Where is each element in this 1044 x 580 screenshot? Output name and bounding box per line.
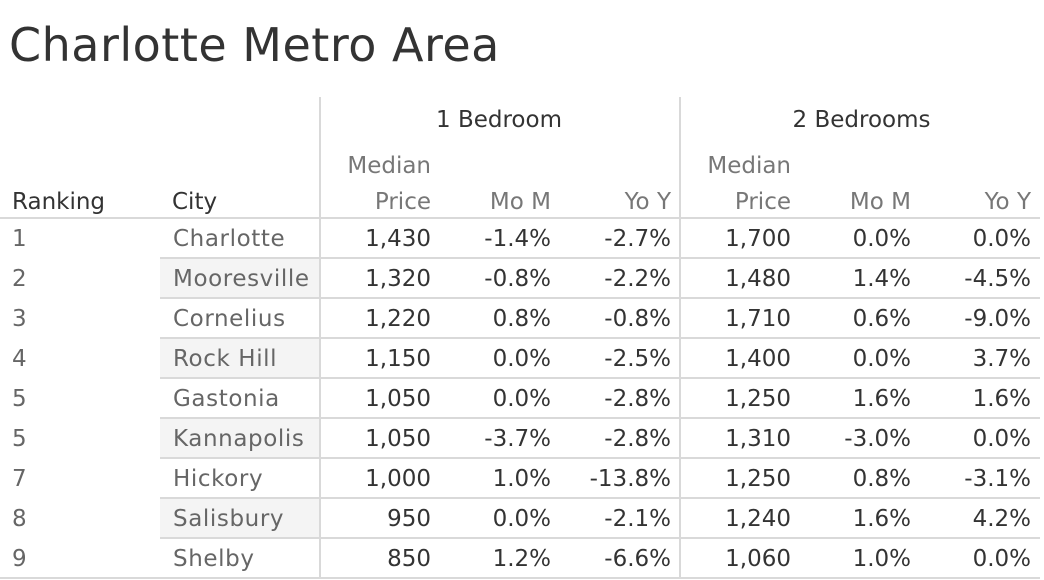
row-divider <box>160 257 1040 259</box>
value-cell-b1-yoy: -13.8% <box>589 466 671 492</box>
value-cell-b1-price: 950 <box>387 506 431 532</box>
header-city: City <box>172 189 218 215</box>
header-b1-price: Price <box>374 189 431 215</box>
value-cell-b2-yoy: 0.0% <box>972 226 1031 252</box>
value-cell-b2-price: 1,250 <box>725 386 791 412</box>
value-cell-b2-price: 1,310 <box>725 426 791 452</box>
value-cell-b2-mom: 0.0% <box>852 346 911 372</box>
value-cell-b1-yoy: -2.8% <box>604 426 671 452</box>
value-cell-b2-yoy: -3.1% <box>964 466 1031 492</box>
city-cell: Charlotte <box>173 226 286 252</box>
value-cell-b2-mom: 1.6% <box>852 506 911 532</box>
value-cell-b2-mom: 0.0% <box>852 226 911 252</box>
row-divider <box>160 417 1040 419</box>
city-cell: Cornelius <box>173 306 286 332</box>
value-cell-b1-price: 1,320 <box>365 266 431 292</box>
value-cell-b1-yoy: -6.6% <box>604 546 671 572</box>
value-cell-b2-price: 1,400 <box>725 346 791 372</box>
header-b2-price-line1: Median <box>707 153 791 179</box>
value-cell-b1-mom: 0.0% <box>492 346 551 372</box>
row-divider <box>160 457 1040 459</box>
value-cell-b2-price: 1,700 <box>725 226 791 252</box>
city-cell: Salisbury <box>173 506 285 532</box>
value-cell-b1-price: 1,050 <box>365 426 431 452</box>
value-cell-b1-price: 1,000 <box>365 466 431 492</box>
value-cell-b1-mom: 0.8% <box>492 306 551 332</box>
value-cell-b2-mom: -3.0% <box>844 426 911 452</box>
city-cell: Mooresville <box>173 266 310 292</box>
row-divider <box>0 577 1040 579</box>
ranking-cell: 3 <box>12 306 27 332</box>
row-divider <box>160 337 1040 339</box>
value-cell-b1-mom: 0.0% <box>492 506 551 532</box>
ranking-cell: 7 <box>12 466 27 492</box>
ranking-cell: 5 <box>12 386 27 412</box>
row-band <box>160 339 319 379</box>
row-divider <box>160 537 1040 539</box>
header-b2-mom: Mo M <box>849 189 911 215</box>
header-b2-yoy: Yo Y <box>984 189 1031 215</box>
header-ranking: Ranking <box>12 189 106 215</box>
header-b1-price-line1: Median <box>347 153 431 179</box>
value-cell-b2-yoy: 1.6% <box>972 386 1031 412</box>
city-cell: Hickory <box>173 466 264 492</box>
value-cell-b2-price: 1,060 <box>725 546 791 572</box>
value-cell-b1-price: 1,050 <box>365 386 431 412</box>
ranking-cell: 4 <box>12 346 27 372</box>
page-title: Charlotte Metro Area <box>9 18 500 72</box>
city-cell: Kannapolis <box>173 426 305 452</box>
row-band <box>160 259 319 299</box>
value-cell-b2-price: 1,240 <box>725 506 791 532</box>
value-cell-b1-mom: -1.4% <box>484 226 551 252</box>
value-cell-b2-yoy: 0.0% <box>972 546 1031 572</box>
row-band <box>160 419 319 459</box>
value-cell-b2-yoy: -4.5% <box>964 266 1031 292</box>
value-cell-b1-yoy: -2.7% <box>604 226 671 252</box>
header-b1-yoy: Yo Y <box>624 189 671 215</box>
value-cell-b1-price: 1,220 <box>365 306 431 332</box>
row-divider <box>160 297 1040 299</box>
ranking-cell: 2 <box>12 266 27 292</box>
value-cell-b2-mom: 0.6% <box>852 306 911 332</box>
value-cell-b2-mom: 1.6% <box>852 386 911 412</box>
value-cell-b1-mom: 1.0% <box>492 466 551 492</box>
value-cell-b1-mom: -3.7% <box>484 426 551 452</box>
value-cell-b2-mom: 0.8% <box>852 466 911 492</box>
header-b2-price: Price <box>734 189 791 215</box>
value-cell-b1-price: 1,150 <box>365 346 431 372</box>
value-cell-b1-mom: 1.2% <box>492 546 551 572</box>
city-cell: Shelby <box>173 546 255 572</box>
value-cell-b2-mom: 1.0% <box>852 546 911 572</box>
value-cell-b2-yoy: 4.2% <box>972 506 1031 532</box>
value-cell-b2-yoy: 0.0% <box>972 426 1031 452</box>
row-band <box>160 499 319 539</box>
value-cell-b1-yoy: -2.2% <box>604 266 671 292</box>
value-cell-b1-yoy: -2.8% <box>604 386 671 412</box>
value-cell-b1-price: 1,430 <box>365 226 431 252</box>
row-divider <box>160 377 1040 379</box>
header-divider <box>0 217 1040 219</box>
value-cell-b1-price: 850 <box>387 546 431 572</box>
value-cell-b1-mom: 0.0% <box>492 386 551 412</box>
group-header-1-bedroom: 1 Bedroom <box>436 107 562 133</box>
ranking-cell: 8 <box>12 506 27 532</box>
city-cell: Gastonia <box>173 386 280 412</box>
ranking-cell: 9 <box>12 546 27 572</box>
value-cell-b1-yoy: -2.5% <box>604 346 671 372</box>
value-cell-b2-price: 1,250 <box>725 466 791 492</box>
value-cell-b1-yoy: -0.8% <box>604 306 671 332</box>
value-cell-b2-price: 1,710 <box>725 306 791 332</box>
row-divider <box>160 497 1040 499</box>
value-cell-b2-yoy: 3.7% <box>972 346 1031 372</box>
city-cell: Rock Hill <box>173 346 278 372</box>
value-cell-b2-yoy: -9.0% <box>964 306 1031 332</box>
value-cell-b1-yoy: -2.1% <box>604 506 671 532</box>
ranking-cell: 1 <box>12 226 27 252</box>
value-cell-b2-price: 1,480 <box>725 266 791 292</box>
value-cell-b2-mom: 1.4% <box>852 266 911 292</box>
group-header-2-bedrooms: 2 Bedrooms <box>792 107 931 133</box>
value-cell-b1-mom: -0.8% <box>484 266 551 292</box>
header-b1-mom: Mo M <box>489 189 551 215</box>
ranking-cell: 5 <box>12 426 27 452</box>
